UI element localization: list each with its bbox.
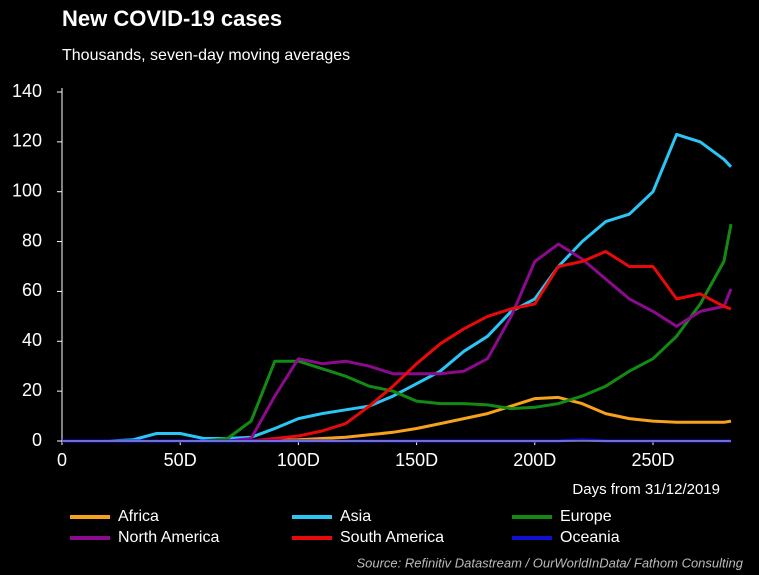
y-tick-label: 140 [12,81,42,101]
legend-label: South America [340,529,444,546]
chart-title: New COVID-19 cases [62,6,282,31]
series-line [62,223,733,443]
x-tick-label: 50D [164,450,197,470]
x-tick-label: 0 [57,450,67,470]
x-axis-label: Days from 31/12/2019 [572,481,720,498]
y-tick-label: 80 [22,230,42,250]
legend-label: Asia [340,508,371,525]
x-tick-label: 200D [513,450,556,470]
legend-label: North America [118,529,219,546]
y-tick-label: 0 [32,430,42,450]
x-tick-label: 150D [395,450,438,470]
y-tick-label: 60 [22,280,42,300]
legend-label: Oceania [560,529,620,546]
chart-subtitle: Thousands, seven-day moving averages [62,47,350,64]
legend-label: Africa [118,508,159,525]
y-tick-label: 100 [12,180,42,200]
y-tick-label: 20 [22,380,42,400]
y-tick-label: 40 [22,330,42,350]
legend-label: Europe [560,508,612,525]
y-tick-label: 120 [12,131,42,151]
series-line [62,132,733,443]
source: Source: Refinitiv Datastream / OurWorldI… [356,555,743,570]
x-tick-label: 250D [631,450,674,470]
x-tick-label: 100D [277,450,320,470]
series-line [62,250,732,443]
series-line [62,242,733,443]
